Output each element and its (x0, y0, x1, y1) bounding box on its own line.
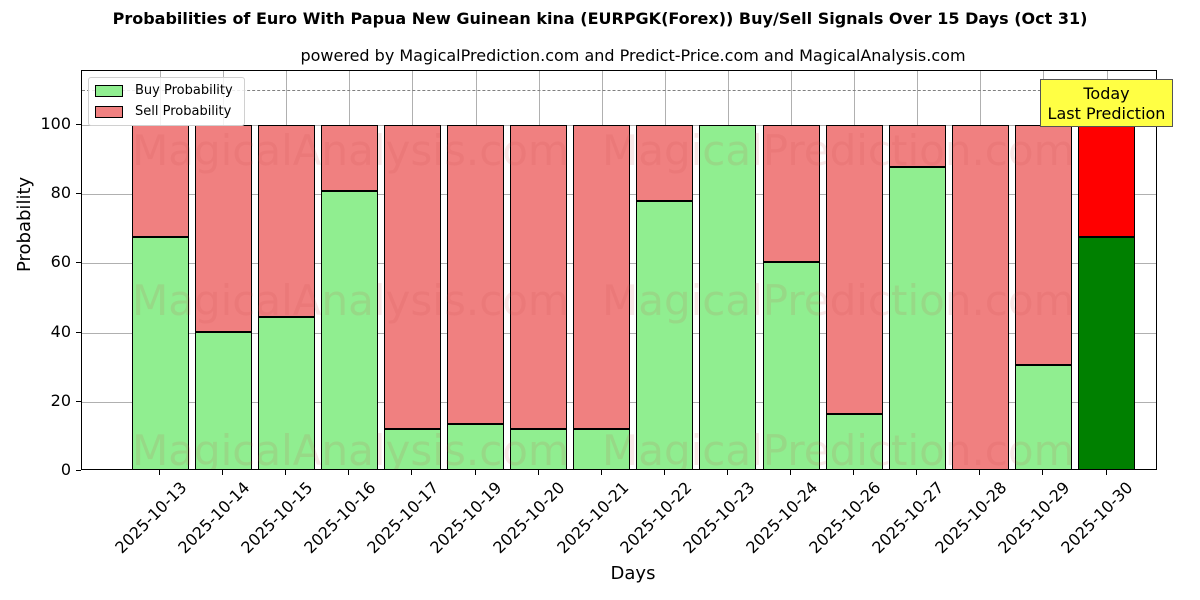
bar-sell-2025-10-26 (825, 125, 883, 414)
x-tick-mark (411, 470, 413, 475)
y-tick-mark (76, 124, 81, 125)
bar-sell-2025-10-29 (1014, 125, 1072, 366)
bar-buy-2025-10-17 (383, 429, 441, 469)
bar-buy-2025-10-16 (320, 191, 378, 469)
x-tick-mark (222, 470, 224, 475)
bar-buy-2025-10-21 (573, 429, 631, 469)
today-annotation: Today Last Prediction (1040, 79, 1173, 127)
bar-buy-2025-10-13 (131, 237, 189, 469)
x-tick-mark (285, 470, 287, 475)
bar-buy-2025-10-24 (762, 262, 820, 469)
y-tick-label: 40 (50, 321, 71, 341)
bar-sell-2025-10-28 (951, 125, 1009, 469)
y-tick-label: 20 (50, 390, 71, 410)
y-tick-mark (76, 262, 81, 264)
y-tick-label: 100 (40, 114, 71, 133)
bar-buy-2025-10-30 (1078, 237, 1135, 469)
x-tick-mark (600, 470, 602, 475)
bar-sell-2025-10-24 (762, 125, 820, 263)
y-tick-label: 80 (50, 183, 71, 203)
x-tick-mark (853, 470, 855, 475)
bar-buy-2025-10-26 (825, 413, 883, 469)
bar-sell-2025-10-19 (447, 125, 504, 424)
buy-swatch-icon (95, 84, 123, 97)
y-tick-label: 0 (60, 460, 71, 479)
reference-line (82, 90, 1156, 92)
x-tick-mark (537, 470, 539, 475)
bar-sell-2025-10-17 (383, 125, 441, 430)
bar-sell-2025-10-30 (1078, 125, 1135, 238)
y-axis-label: Probability (14, 176, 35, 272)
x-tick-mark (159, 470, 160, 475)
bar-buy-2025-10-19 (447, 423, 504, 469)
bar-buy-2025-10-15 (257, 317, 315, 469)
x-tick-mark (1042, 470, 1044, 475)
x-tick-mark (474, 470, 476, 475)
bar-buy-2025-10-29 (1014, 365, 1072, 469)
bar-sell-2025-10-16 (320, 125, 378, 192)
x-tick-mark (726, 470, 728, 475)
chart-subtitle: powered by MagicalPrediction.com and Pre… (300, 46, 966, 65)
legend-item-buy: Buy Probability (95, 83, 233, 98)
bar-sell-2025-10-22 (636, 125, 694, 202)
y-tick-mark (76, 470, 81, 471)
y-tick-label: 60 (50, 252, 71, 272)
x-tick-mark (348, 470, 350, 475)
bar-buy-2025-10-14 (194, 331, 252, 469)
y-tick-mark (76, 331, 81, 333)
x-tick-mark (790, 470, 791, 475)
plot-area: MagicalAnalysis.comMagicalAnalysis.comMa… (81, 70, 1157, 470)
legend-label-buy: Buy Probability (135, 83, 233, 98)
sell-swatch-icon (95, 105, 123, 118)
legend: Buy Probability Sell Probability (88, 77, 245, 126)
annotation-line-2: Last Prediction (1047, 104, 1166, 123)
chart-title: Probabilities of Euro With Papua New Gui… (112, 9, 1088, 28)
x-tick-mark (1105, 470, 1107, 475)
x-axis-label: Days (610, 563, 656, 584)
annotation-line-1: Today (1083, 84, 1130, 103)
y-tick-mark (76, 400, 81, 402)
bar-buy-2025-10-27 (888, 166, 946, 469)
bar-buy-2025-10-23 (699, 125, 757, 469)
bar-sell-2025-10-21 (573, 125, 631, 430)
legend-label-sell: Sell Probability (135, 104, 232, 119)
bar-buy-2025-10-20 (510, 429, 568, 469)
bar-sell-2025-10-20 (510, 125, 568, 430)
bar-sell-2025-10-27 (888, 125, 946, 167)
bar-buy-2025-10-22 (636, 201, 694, 469)
y-tick-mark (76, 193, 81, 195)
x-tick-mark (979, 470, 981, 475)
legend-item-sell: Sell Probability (95, 104, 231, 119)
bar-sell-2025-10-15 (257, 125, 315, 318)
x-tick-mark (663, 470, 665, 475)
x-tick-mark (916, 470, 918, 475)
bar-sell-2025-10-13 (131, 125, 189, 238)
bar-sell-2025-10-14 (194, 125, 252, 332)
